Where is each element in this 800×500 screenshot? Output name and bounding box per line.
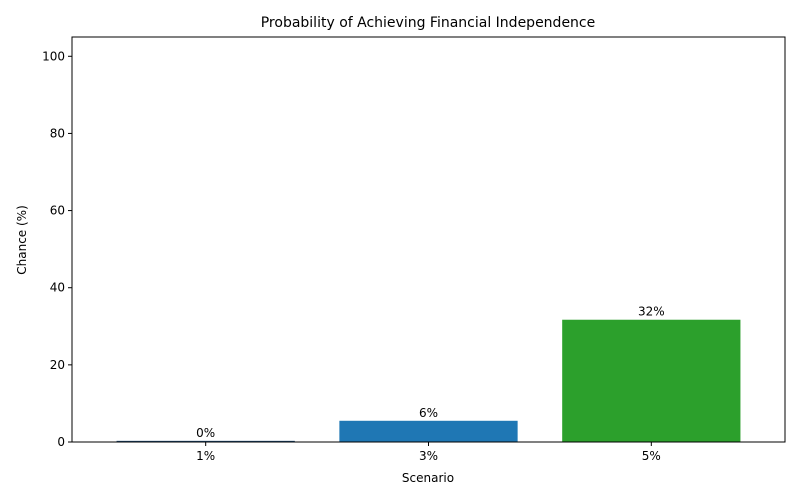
- plot-frame: [71, 36, 786, 443]
- x-tick-label-3: 5%: [642, 449, 661, 463]
- bar-3: [562, 319, 741, 442]
- y-tick-label-2: 20: [50, 358, 65, 372]
- data-labels-group: 0% 6% 32%: [196, 305, 664, 440]
- y-tick-label-3: 40: [50, 281, 65, 295]
- data-label-3: 32%: [638, 305, 665, 319]
- y-axis-title: Chance (%): [15, 205, 29, 275]
- chart-title: Probability of Achieving Financial Indep…: [261, 15, 596, 31]
- y-tick-label-5: 80: [50, 126, 65, 140]
- data-label-2: 6%: [419, 406, 438, 420]
- bar-2: [339, 420, 518, 442]
- x-axis-ticks: 1% 3% 5%: [196, 442, 661, 463]
- bars-group: [116, 319, 741, 442]
- y-tick-label-4: 60: [50, 204, 65, 218]
- y-tick-label-6: 100: [42, 49, 65, 63]
- y-tick-label-1: 0: [57, 435, 65, 449]
- y-axis-ticks: 0 20 40 60 80 100: [42, 49, 72, 449]
- bar-1: [116, 440, 295, 442]
- data-label-1: 0%: [196, 426, 215, 440]
- x-axis-title: Scenario: [402, 471, 454, 485]
- x-tick-label-1: 1%: [196, 449, 215, 463]
- x-tick-label-2: 3%: [419, 449, 438, 463]
